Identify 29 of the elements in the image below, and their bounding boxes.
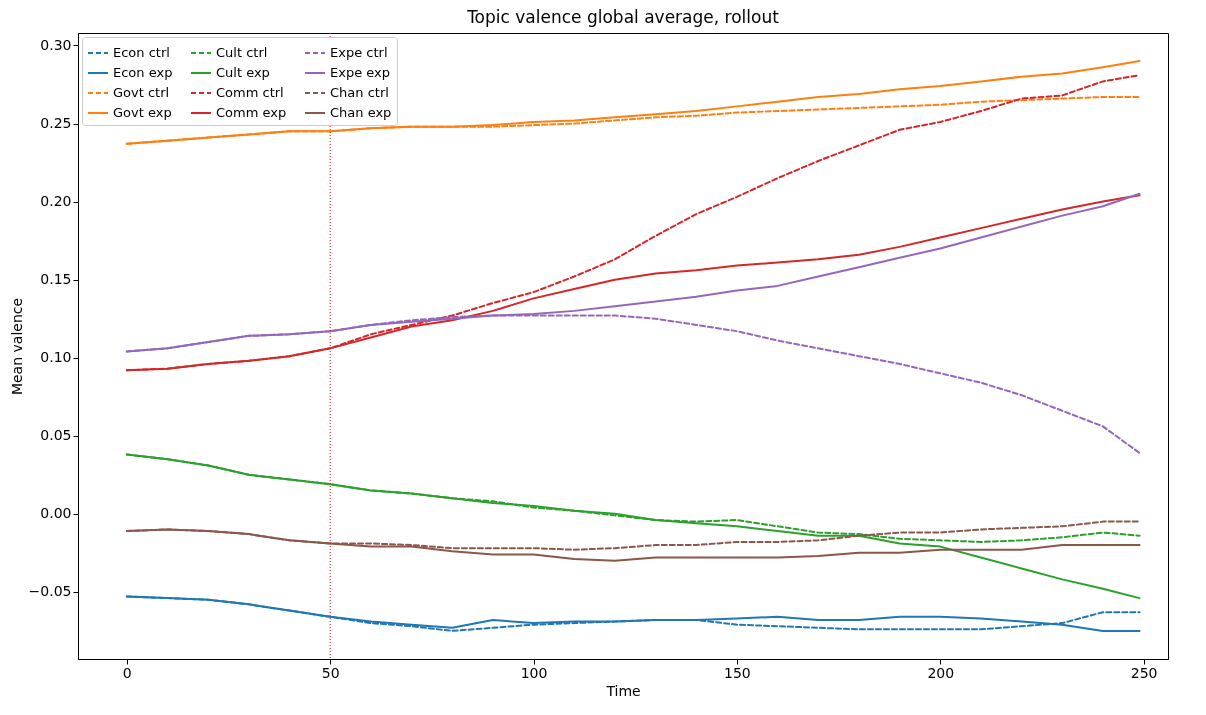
y-tick-label: 0.30 (40, 36, 72, 53)
x-tick-label: 50 (321, 664, 340, 681)
legend-label: Cult exp (216, 65, 270, 80)
legend-label: Expe exp (330, 65, 391, 80)
x-axis-title: Time (605, 682, 641, 699)
x-tick-label: 0 (122, 664, 132, 681)
y-tick-label: 0.10 (40, 349, 72, 366)
legend-label: Cult ctrl (216, 45, 268, 60)
y-tick-label: 0.20 (40, 193, 72, 210)
chart-title: Topic valence global average, rollout (466, 6, 780, 27)
y-tick-label: 0.15 (40, 271, 72, 288)
legend-label: Comm exp (216, 105, 287, 120)
legend-label: Econ ctrl (113, 45, 170, 60)
y-tick-label: 0.25 (40, 115, 72, 132)
legend-label: Chan ctrl (330, 85, 389, 100)
legend-label: Chan exp (330, 105, 392, 120)
legend-label: Govt exp (113, 105, 172, 120)
y-tick-label: 0.00 (40, 505, 72, 522)
x-tick-label: 250 (1130, 664, 1158, 681)
y-axis-title: Mean valence (8, 297, 25, 396)
x-tick-label: 200 (927, 664, 955, 681)
legend-label: Govt ctrl (113, 85, 170, 100)
legend-label: Comm ctrl (216, 85, 284, 100)
y-tick-label: −0.05 (28, 583, 72, 600)
legend-label: Expe ctrl (330, 45, 388, 60)
x-tick-label: 150 (724, 664, 751, 681)
x-tick-label: 100 (520, 664, 548, 681)
legend-label: Econ exp (113, 65, 173, 80)
y-tick-label: 0.05 (40, 427, 72, 444)
